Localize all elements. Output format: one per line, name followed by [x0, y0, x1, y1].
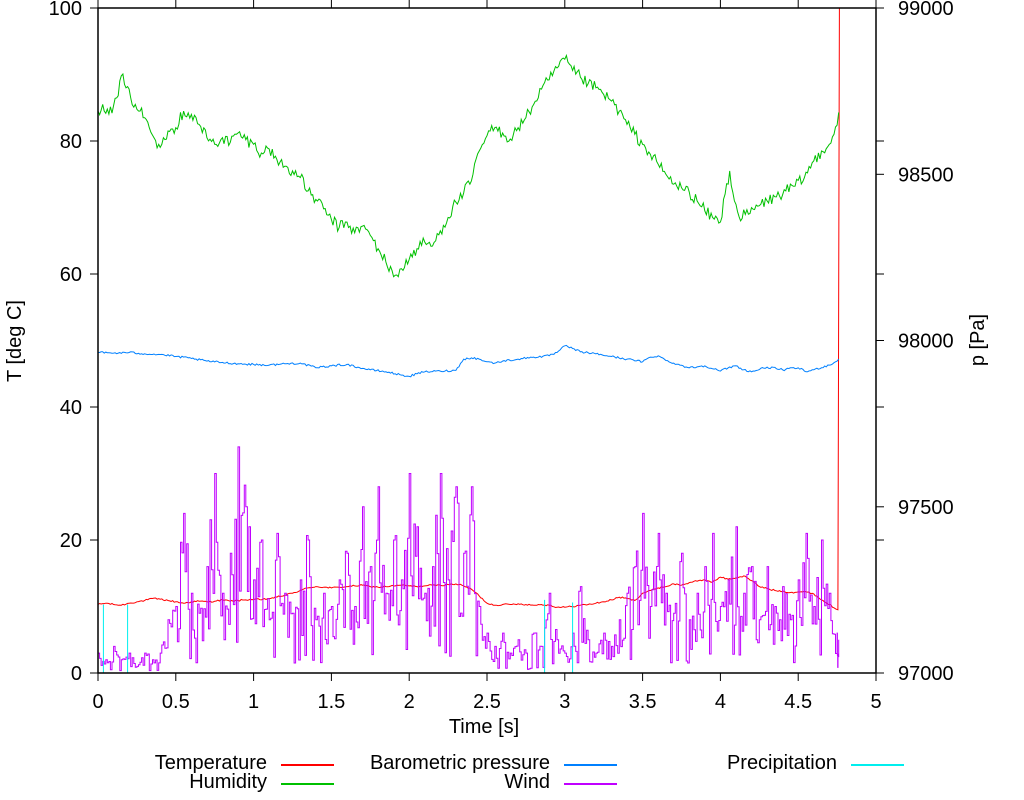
y2-tick-label: 97000: [898, 663, 954, 685]
y-axis-title: T [deg C]: [4, 300, 26, 382]
legend-label-wind: Wind: [504, 771, 550, 793]
y2-tick-label: 98000: [898, 331, 954, 353]
x-tick-label: 3.5: [629, 691, 657, 713]
legend-label-barometric-pressure: Barometric pressure: [369, 752, 550, 774]
y-tick-label: 100: [49, 0, 82, 20]
legend-label-precipitation: Precipitation: [726, 752, 837, 774]
legend-line-temperature: [281, 764, 334, 766]
y2-tick-label: 99000: [898, 0, 954, 20]
x-axis-title: Time [s]: [448, 716, 520, 738]
x-tick-label: 4: [715, 691, 726, 713]
series-temperature: [97, 7, 840, 611]
legend-label-humidity: Humidity: [189, 771, 267, 793]
y2-axis-title: p [Pa]: [967, 313, 989, 367]
y-tick-label: 40: [60, 397, 82, 419]
y-tick-label: 0: [71, 663, 82, 685]
legend-line-humidity: [281, 783, 334, 785]
y-tick-label: 20: [60, 530, 82, 552]
x-tick-label: 0.5: [162, 691, 190, 713]
x-tick-label: 4.5: [784, 691, 812, 713]
y2-tick-label: 98500: [898, 164, 954, 186]
x-tick-label: 5: [870, 691, 881, 713]
x-tick-label: 3: [559, 691, 570, 713]
series-humidity: [97, 53, 840, 278]
y-tick-label: 80: [60, 131, 82, 153]
x-tick-label: 1: [248, 691, 259, 713]
series-barometric-pressure: [98, 344, 840, 378]
x-tick-label: 1.5: [317, 691, 345, 713]
series-wind: [98, 446, 840, 672]
series-precipitation: [102, 599, 574, 673]
x-tick-label: 2: [404, 691, 415, 713]
legend-line-wind: [564, 783, 617, 785]
y2-tick-label: 97500: [898, 497, 954, 519]
y-tick-label: 60: [60, 264, 82, 286]
legend-label-temperature: Temperature: [154, 752, 267, 774]
legend-line-barometric-pressure: [564, 764, 617, 766]
legend-line-precipitation: [851, 764, 904, 766]
x-tick-label: 2.5: [473, 691, 501, 713]
x-tick-label: 0: [92, 691, 103, 713]
